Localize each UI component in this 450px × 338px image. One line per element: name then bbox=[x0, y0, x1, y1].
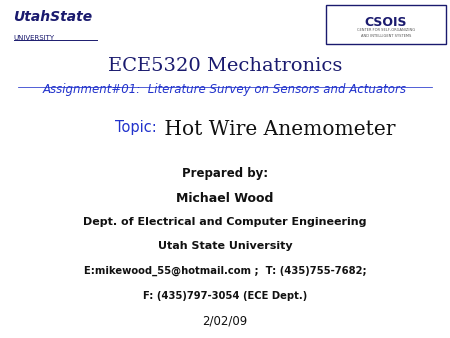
Text: UtahState: UtahState bbox=[14, 10, 93, 24]
Text: Utah State University: Utah State University bbox=[158, 241, 292, 251]
Text: CENTER FOR SELF-ORGANIZING
AND INTELLIGENT SYSTEMS: CENTER FOR SELF-ORGANIZING AND INTELLIGE… bbox=[357, 28, 415, 38]
Text: CSOIS: CSOIS bbox=[365, 16, 407, 29]
Text: Michael Wood: Michael Wood bbox=[176, 192, 274, 205]
Text: 2/02/09: 2/02/09 bbox=[202, 314, 248, 327]
Text: Dept. of Electrical and Computer Engineering: Dept. of Electrical and Computer Enginee… bbox=[83, 217, 367, 227]
Text: Prepared by:: Prepared by: bbox=[182, 167, 268, 180]
Text: ECE5320 Mechatronics: ECE5320 Mechatronics bbox=[108, 57, 342, 75]
Text: F: (435)797-3054 (ECE Dept.): F: (435)797-3054 (ECE Dept.) bbox=[143, 291, 307, 301]
Text: Topic:: Topic: bbox=[115, 120, 157, 135]
Text: E:mikewood_55@hotmail.com ;  T: (435)755-7682;: E:mikewood_55@hotmail.com ; T: (435)755-… bbox=[84, 266, 366, 276]
Text: Hot Wire Anemometer: Hot Wire Anemometer bbox=[158, 120, 396, 139]
FancyBboxPatch shape bbox=[326, 5, 446, 44]
Text: UNIVERSITY: UNIVERSITY bbox=[14, 35, 54, 42]
Text: Assignment#01:  Literature Survey on Sensors and Actuators: Assignment#01: Literature Survey on Sens… bbox=[43, 83, 407, 96]
